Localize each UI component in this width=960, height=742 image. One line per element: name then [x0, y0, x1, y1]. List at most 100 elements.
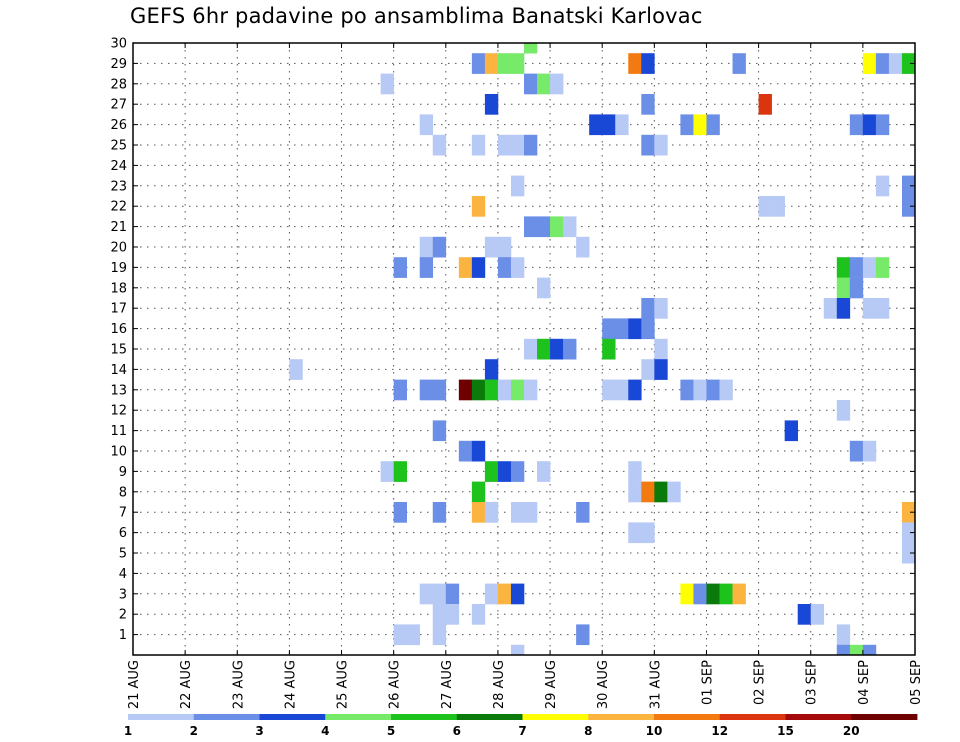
heatmap-cell [693, 379, 707, 401]
heatmap-cell [393, 502, 407, 523]
heatmap-cell [836, 400, 851, 421]
heatmap-cell [484, 359, 499, 380]
heatmap-cell [393, 257, 407, 278]
colorbar-label: 3 [255, 724, 263, 738]
heatmap-cell [471, 53, 486, 74]
heatmap-cell [901, 196, 916, 217]
heatmap-cell [510, 257, 525, 278]
heatmap-cell [419, 583, 434, 605]
heatmap-cell [471, 502, 486, 523]
heatmap-cell [875, 53, 890, 74]
y-tick-label: 1 [119, 628, 127, 643]
heatmap-cell [419, 379, 434, 401]
heatmap-cell [706, 114, 720, 136]
chart-title: GEFS 6hr padavine po ansamblima Banatski… [130, 4, 703, 28]
heatmap-cell [524, 73, 538, 95]
heatmap-cell [654, 359, 668, 380]
y-tick-label: 26 [110, 118, 127, 133]
colorbar-label: 2 [190, 724, 198, 738]
heatmap-cell [797, 604, 812, 625]
heatmap-cell [550, 338, 564, 360]
heatmap-cell [615, 114, 629, 136]
y-tick-label: 19 [110, 261, 127, 276]
heatmap-cell [524, 338, 538, 360]
colorbar-segment [193, 714, 260, 720]
heatmap-cell [471, 196, 486, 217]
heatmap-cell [732, 53, 746, 74]
heatmap-cell [888, 53, 903, 74]
heatmap-cell [524, 216, 538, 238]
heatmap-cell [458, 379, 473, 401]
x-tick-label: 04 SEP [857, 660, 872, 705]
heatmap-cell [810, 604, 825, 625]
y-tick-label: 12 [110, 404, 127, 419]
y-tick-label: 7 [119, 506, 127, 521]
heatmap-cell [589, 114, 603, 136]
heatmap-cell [537, 338, 551, 360]
y-tick-label: 15 [110, 343, 127, 358]
heatmap-cell [823, 298, 838, 319]
heatmap-cell [875, 175, 890, 197]
heatmap-cell [510, 461, 525, 482]
y-tick-label: 8 [119, 485, 127, 500]
y-tick-label: 23 [110, 179, 127, 194]
colorbar-segment [719, 714, 786, 720]
y-tick-label: 18 [110, 281, 127, 296]
heatmap-cell [849, 257, 864, 278]
heatmap-cell [693, 114, 707, 136]
heatmap-cell [628, 318, 642, 340]
colorbar-segment [259, 714, 326, 720]
heatmap-cell [524, 379, 538, 401]
x-tick-label: 30 AUG [596, 660, 611, 709]
heatmap-cell [641, 318, 655, 340]
x-tick-label: 31 AUG [648, 660, 663, 709]
colorbar-segment [654, 714, 721, 720]
heatmap-cell [784, 420, 798, 442]
colorbar-label: 4 [321, 724, 329, 738]
heatmap-cell [537, 461, 551, 482]
heatmap-cell [497, 461, 512, 482]
y-tick-label: 24 [110, 159, 127, 174]
y-tick-label: 25 [110, 139, 127, 154]
colorbar-label: 5 [387, 724, 395, 738]
heatmap-cell [432, 583, 447, 605]
heatmap-cell [641, 298, 655, 319]
x-tick-label: 29 AUG [544, 660, 559, 709]
heatmap-cell [641, 359, 655, 380]
heatmap-cell [680, 583, 694, 605]
y-tick-label: 14 [110, 363, 127, 378]
heatmap-cell [706, 379, 720, 401]
heatmap-cell [380, 461, 394, 482]
y-tick-label: 21 [110, 220, 127, 235]
heatmap-cell [563, 216, 577, 238]
heatmap-cell [667, 481, 681, 503]
x-tick-label: 03 SEP [805, 660, 820, 705]
heatmap-cell [862, 644, 877, 656]
heatmap-cell [510, 502, 525, 523]
heatmap-cell [901, 542, 916, 564]
heatmap-cell [602, 318, 616, 340]
heatmap-cell [862, 440, 877, 462]
heatmap-cell [602, 114, 616, 136]
heatmap-cell [458, 440, 473, 462]
heatmap-cell [641, 522, 655, 544]
x-tick-label: 25 AUG [336, 660, 351, 709]
heatmap-cell [758, 196, 772, 217]
heatmap-cell [445, 604, 460, 625]
heatmap-cell [471, 440, 486, 462]
heatmap-cell [576, 502, 590, 523]
heatmap-cell [875, 114, 890, 136]
heatmap-cell [471, 379, 486, 401]
heatmap-cell [497, 134, 512, 156]
y-tick-label: 4 [119, 567, 127, 582]
colorbar-label: 15 [777, 724, 794, 738]
y-tick-label: 30 [110, 37, 127, 52]
heatmap-cell [537, 73, 551, 95]
heatmap-cell [550, 216, 564, 238]
y-tick-label: 29 [110, 57, 127, 72]
y-tick-label: 6 [119, 526, 127, 541]
heatmap-cell [836, 298, 851, 319]
x-tick-label: 26 AUG [388, 660, 403, 709]
heatmap-cell [432, 502, 447, 523]
heatmap-cell [641, 134, 655, 156]
